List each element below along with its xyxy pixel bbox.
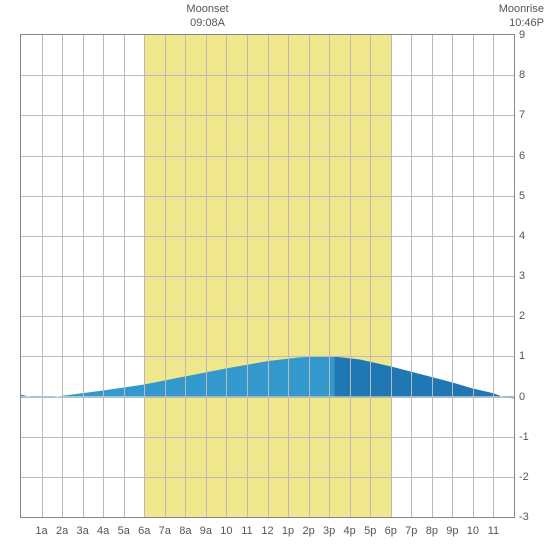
x-tick-label: 8a <box>179 525 191 537</box>
y-tick-label: 6 <box>519 150 544 162</box>
grid-line-h <box>21 477 514 478</box>
tide-area-future <box>334 357 514 399</box>
x-tick-label: 5p <box>364 525 376 537</box>
x-tick-label: 6a <box>138 525 150 537</box>
x-tick-label: 1p <box>282 525 294 537</box>
x-tick-label: 5a <box>118 525 130 537</box>
grid-line-h <box>21 75 514 76</box>
x-tick-label: 10 <box>467 525 479 537</box>
y-tick-label: 4 <box>519 230 544 242</box>
y-tick-label: 5 <box>519 190 544 202</box>
x-tick-label: 10 <box>220 525 232 537</box>
moonrise-label: Moonrise 10:46P <box>484 2 544 31</box>
y-tick-label: -1 <box>519 431 544 443</box>
grid-line-h <box>21 115 514 116</box>
x-tick-label: 6p <box>385 525 397 537</box>
y-tick-label: 7 <box>519 109 544 121</box>
y-tick-label: 9 <box>519 29 544 41</box>
x-tick-label: 7p <box>405 525 417 537</box>
grid-line-h <box>21 276 514 277</box>
x-tick-label: 12 <box>261 525 273 537</box>
x-tick-label: 4a <box>97 525 109 537</box>
x-tick-label: 8p <box>426 525 438 537</box>
x-tick-label: 2p <box>302 525 314 537</box>
grid-line-h <box>21 356 514 357</box>
grid-line-h <box>21 397 514 398</box>
moonrise-title: Moonrise <box>484 2 544 16</box>
x-tick-label: 11 <box>488 525 499 537</box>
plot-area: 1a2a3a4a5a6a7a8a9a1011121p2p3p4p5p6p7p8p… <box>20 34 515 518</box>
grid-line-h <box>21 437 514 438</box>
x-tick-label: 9a <box>200 525 212 537</box>
x-tick-label: 3p <box>323 525 335 537</box>
y-tick-label: 3 <box>519 270 544 282</box>
moonset-label: Moonset 09:08A <box>178 2 238 31</box>
moonset-title: Moonset <box>178 2 238 16</box>
x-tick-label: 9p <box>446 525 458 537</box>
tide-chart: Moonset 09:08A Moonrise 10:46P 1a2a3a4a5… <box>0 0 550 550</box>
grid-line-h <box>21 236 514 237</box>
grid-line-h <box>21 196 514 197</box>
x-tick-label: 2a <box>56 525 68 537</box>
y-tick-label: 2 <box>519 310 544 322</box>
x-tick-label: 1a <box>35 525 47 537</box>
x-tick-label: 7a <box>159 525 171 537</box>
y-tick-label: -2 <box>519 471 544 483</box>
moonset-time: 09:08A <box>178 16 238 30</box>
y-tick-label: 8 <box>519 69 544 81</box>
x-tick-label: 4p <box>344 525 356 537</box>
grid-line-h <box>21 156 514 157</box>
y-tick-label: 1 <box>519 350 544 362</box>
y-tick-label: 0 <box>519 391 544 403</box>
y-tick-label: -3 <box>519 511 544 523</box>
x-tick-label: 11 <box>241 525 252 537</box>
x-tick-label: 3a <box>77 525 89 537</box>
grid-line-h <box>21 316 514 317</box>
